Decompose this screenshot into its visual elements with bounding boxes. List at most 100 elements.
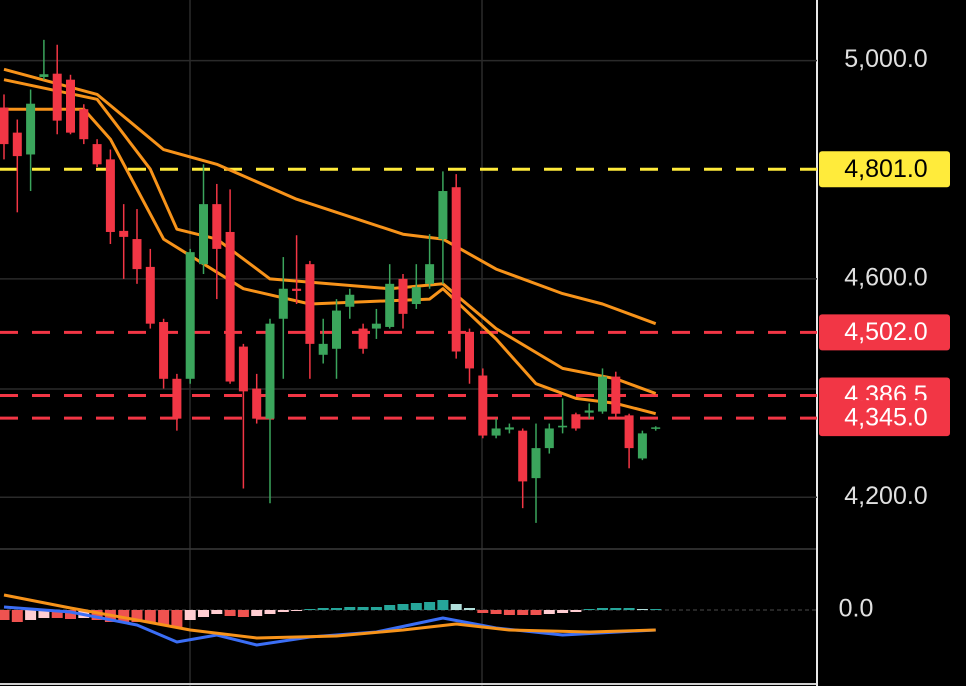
candle-body — [398, 278, 408, 314]
histogram-bar — [583, 609, 595, 610]
candle-body — [371, 323, 381, 329]
candle-body — [345, 294, 355, 307]
histogram-bar — [610, 608, 622, 610]
histogram-bar — [211, 610, 223, 614]
histogram-bar — [65, 610, 76, 619]
histogram-bar — [477, 610, 489, 613]
histogram-bar — [0, 610, 10, 620]
candle-body — [185, 252, 195, 379]
candle-body — [66, 79, 75, 133]
candle-body — [212, 204, 222, 249]
candle-body — [119, 230, 129, 237]
candle-body — [558, 425, 568, 428]
candle-body — [611, 376, 621, 414]
histogram-bar — [331, 608, 342, 610]
candle-body — [504, 427, 514, 430]
histogram-bar — [291, 610, 303, 611]
indicator-line — [4, 107, 657, 416]
candle-body — [159, 322, 169, 379]
candle-body — [39, 74, 49, 77]
candle-body — [491, 428, 501, 436]
histogram-bar — [38, 610, 50, 618]
histogram-bar — [357, 607, 369, 610]
candle-body — [438, 191, 448, 240]
candle-body — [571, 414, 581, 429]
histogram-bar — [118, 610, 130, 622]
price-level-tag — [819, 314, 950, 351]
y-tick-label: 4,600.0 — [844, 264, 927, 292]
candle-body — [425, 264, 435, 284]
candle-body — [52, 73, 62, 121]
candle-body — [651, 427, 661, 429]
candle-body — [12, 132, 22, 157]
histogram-bar — [517, 610, 529, 615]
price-level-label: 4,345.0 — [844, 404, 927, 432]
histogram-bar — [317, 608, 329, 610]
candle-body — [278, 288, 288, 319]
candle-body — [544, 428, 554, 449]
histogram-bar — [51, 610, 63, 618]
candle-body — [385, 283, 395, 327]
histogram-bar — [370, 607, 382, 610]
candle-body — [584, 410, 594, 413]
indicator-line — [3, 78, 657, 395]
candle-body — [332, 310, 341, 349]
histogram-bar — [557, 610, 569, 613]
histogram-bar — [25, 610, 37, 620]
candle-body — [265, 323, 275, 419]
histogram-bar — [171, 610, 183, 628]
histogram-bar — [304, 609, 316, 610]
histogram-bar — [410, 603, 422, 610]
histogram-bar — [251, 610, 263, 616]
candle-body — [305, 264, 315, 344]
price-level-tag — [819, 151, 950, 188]
histogram-bar — [636, 609, 648, 610]
candle-body — [478, 375, 488, 436]
indicator-line — [3, 593, 656, 640]
histogram-bar — [184, 610, 196, 620]
candle-body — [199, 204, 208, 265]
y-tick-label: 0.0 — [839, 595, 874, 623]
candle-body — [598, 376, 607, 412]
histogram-bar — [437, 600, 449, 610]
candle-body — [624, 415, 634, 449]
histogram-bar — [543, 610, 555, 614]
candle-body — [172, 378, 182, 419]
histogram-bar — [623, 608, 635, 610]
candle-body — [318, 343, 328, 355]
histogram-bar — [198, 610, 209, 617]
histogram-bar — [490, 610, 502, 614]
histogram-bar — [277, 610, 289, 612]
y-tick-label: 4,200.0 — [844, 482, 927, 510]
candle-body — [451, 187, 461, 352]
candle-body — [465, 331, 474, 369]
candle-body — [92, 144, 102, 165]
candle-body — [132, 239, 142, 270]
histogram-bar — [11, 610, 23, 622]
y-tick-label: 5,000.0 — [844, 45, 927, 73]
price-level-label: 4,502.0 — [844, 318, 927, 346]
histogram-bar — [650, 609, 662, 610]
histogram-bar — [264, 610, 276, 614]
histogram-bar — [144, 610, 156, 623]
candle-body — [238, 346, 248, 392]
histogram-bar — [397, 604, 409, 610]
histogram-bar — [597, 608, 608, 610]
candle-body — [518, 430, 528, 482]
histogram-bar — [530, 610, 542, 615]
price-level-label: 4,801.0 — [844, 155, 927, 183]
candle-body — [225, 231, 235, 382]
candle-body — [358, 328, 368, 349]
indicator-line — [3, 67, 657, 326]
histogram-bar — [570, 610, 582, 612]
histogram-bar — [131, 610, 143, 622]
candle-body — [252, 388, 262, 419]
histogram-bar — [91, 610, 103, 620]
candle-body — [637, 433, 647, 459]
histogram-bar — [237, 610, 249, 617]
histogram-bar — [384, 605, 396, 610]
candle-body — [79, 109, 89, 140]
histogram-bar — [224, 610, 236, 616]
histogram-bar — [158, 610, 170, 625]
